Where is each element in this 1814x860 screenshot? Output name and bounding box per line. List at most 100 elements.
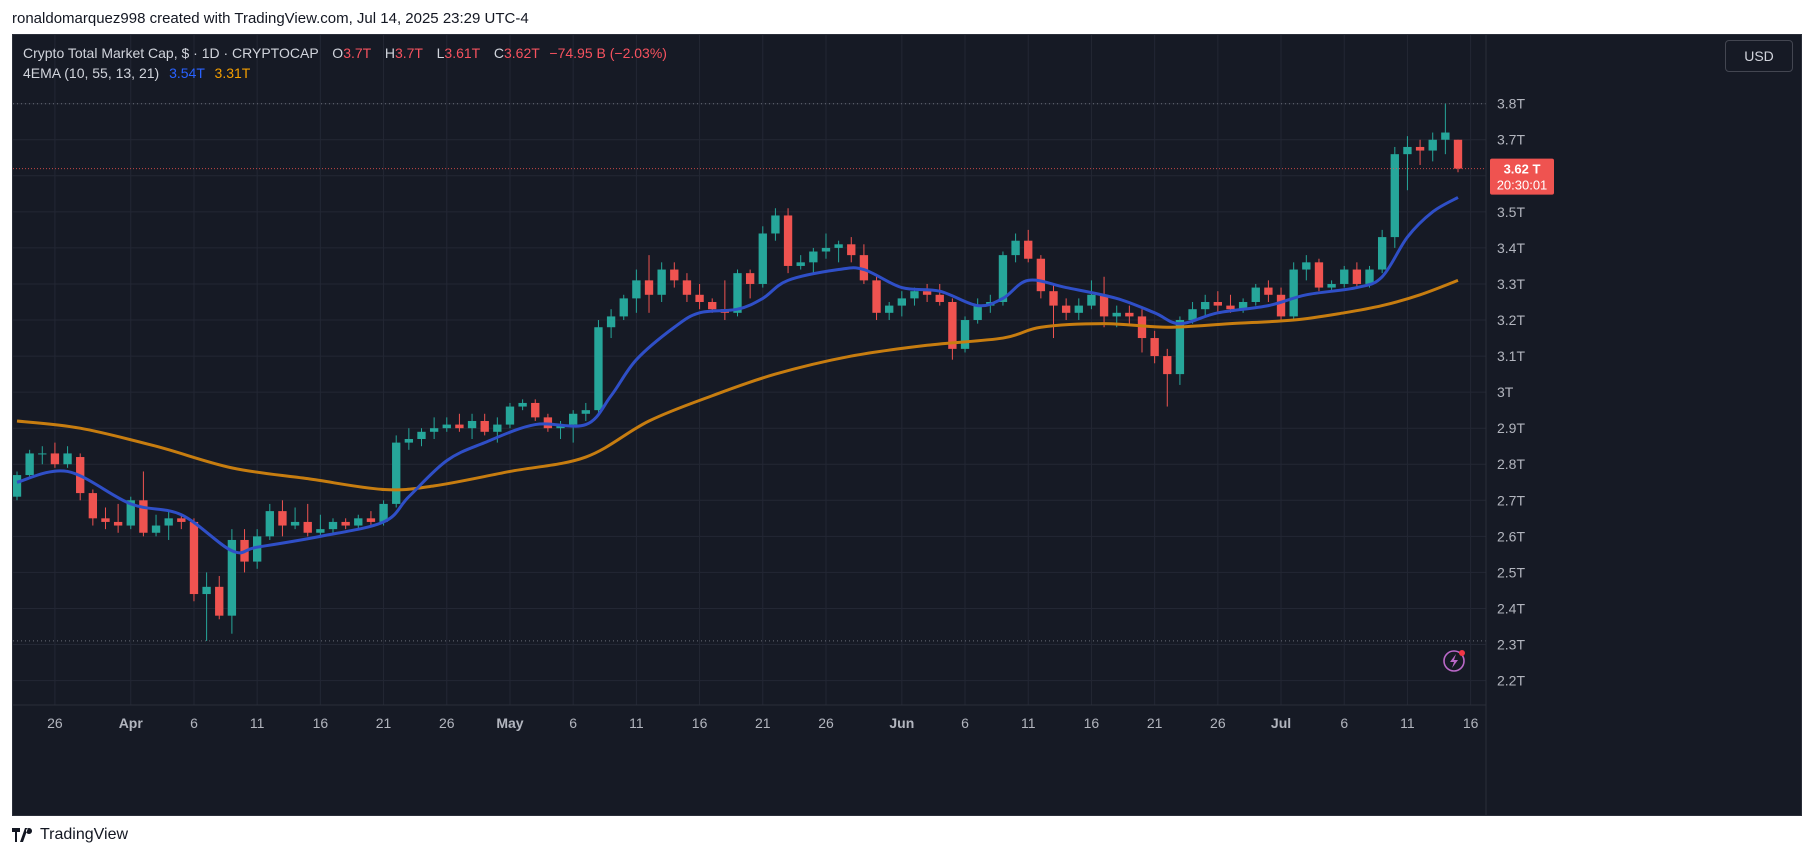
candle bbox=[177, 514, 186, 530]
x-tick-label: Apr bbox=[119, 715, 144, 731]
candle bbox=[278, 500, 287, 537]
candle-body bbox=[948, 301, 957, 349]
candle-body bbox=[657, 269, 666, 295]
currency-button[interactable]: USD bbox=[1725, 40, 1793, 72]
candle-body bbox=[252, 536, 262, 562]
high-label: H bbox=[384, 45, 395, 61]
candle-body bbox=[619, 298, 628, 317]
candle-body bbox=[341, 521, 350, 526]
candle-body bbox=[1352, 269, 1362, 284]
y-tick-label: 3.8T bbox=[1497, 96, 1525, 112]
candle-body bbox=[38, 453, 47, 455]
candle-body bbox=[632, 280, 641, 299]
ema-slow-value: 3.31T bbox=[214, 65, 251, 81]
candle bbox=[50, 442, 60, 468]
candle bbox=[63, 446, 72, 468]
candle bbox=[1150, 330, 1159, 364]
candle-body bbox=[151, 525, 161, 533]
countdown-timer: 20:30:01 bbox=[1497, 178, 1548, 193]
candle bbox=[935, 283, 944, 306]
candle-body bbox=[1264, 287, 1273, 295]
candle bbox=[354, 514, 363, 530]
close-value: 3.62T bbox=[503, 45, 540, 61]
x-tick-label: 16 bbox=[1463, 715, 1479, 731]
candle-body bbox=[126, 500, 135, 526]
candle-body bbox=[1453, 139, 1463, 169]
candle-body bbox=[1074, 305, 1083, 313]
tradingview-logo[interactable]: TradingView bbox=[12, 826, 128, 844]
candle bbox=[1314, 258, 1324, 292]
low-label: L bbox=[436, 45, 445, 61]
x-tick-label: 6 bbox=[569, 715, 577, 731]
y-tick-label: 2.8T bbox=[1497, 456, 1525, 472]
candle bbox=[1213, 291, 1223, 313]
last-price-tag: 3.62 T20:30:01 bbox=[1490, 158, 1554, 195]
candle-body bbox=[1213, 301, 1223, 306]
open-label: O bbox=[332, 45, 344, 61]
chart-panel[interactable]: 3.8T3.7T3.6T3.5T3.4T3.3T3.2T3.1T3T2.9T2.… bbox=[12, 34, 1802, 816]
candle-body bbox=[1390, 154, 1399, 238]
change-value: −74.95 B (−2.03%) bbox=[549, 45, 667, 61]
candle-body bbox=[1403, 146, 1412, 155]
candle bbox=[1163, 348, 1172, 407]
candle-body bbox=[1099, 294, 1109, 317]
y-tick-label: 2.2T bbox=[1497, 673, 1525, 689]
candle bbox=[897, 291, 906, 317]
candle-body bbox=[1188, 309, 1197, 321]
candle bbox=[101, 507, 110, 530]
lightning-icon bbox=[1443, 650, 1465, 672]
x-tick-label: 11 bbox=[629, 715, 644, 731]
y-tick-label: 2.9T bbox=[1497, 420, 1525, 436]
candle bbox=[1011, 233, 1020, 263]
indicator-title[interactable]: 4EMA (10, 55, 13, 21) bbox=[23, 65, 160, 81]
candle-body bbox=[1415, 146, 1425, 151]
candle-body bbox=[429, 428, 439, 432]
candle bbox=[1327, 280, 1336, 292]
candle-body bbox=[783, 215, 793, 266]
x-tick-label: 26 bbox=[439, 715, 455, 731]
candle bbox=[1099, 276, 1109, 328]
candle bbox=[809, 247, 818, 274]
candle bbox=[429, 417, 439, 440]
candle bbox=[341, 518, 350, 530]
candle bbox=[38, 446, 47, 465]
candle bbox=[290, 507, 300, 530]
candle bbox=[1137, 309, 1147, 353]
candle-body bbox=[644, 280, 654, 295]
candle bbox=[303, 503, 312, 537]
candle-body bbox=[467, 420, 477, 429]
candle-body bbox=[1226, 305, 1235, 310]
candle-body bbox=[392, 442, 401, 504]
candle-body bbox=[316, 529, 325, 533]
candle bbox=[531, 399, 540, 421]
candle bbox=[821, 233, 831, 259]
ema-fast-line bbox=[16, 196, 1459, 555]
candle-body bbox=[872, 280, 881, 313]
candle bbox=[252, 529, 262, 569]
candle-body bbox=[215, 586, 224, 616]
x-tick-label: 11 bbox=[1400, 715, 1415, 731]
candle-body bbox=[493, 424, 502, 432]
y-tick-label: 3.2T bbox=[1497, 312, 1525, 328]
candle-body bbox=[834, 244, 843, 248]
candle bbox=[657, 262, 666, 302]
candle bbox=[1061, 298, 1071, 321]
tradingview-brand: TradingView bbox=[40, 826, 129, 843]
candle bbox=[392, 435, 401, 508]
candle-body bbox=[1024, 240, 1033, 259]
candle-body bbox=[594, 327, 603, 411]
y-tick-label: 2.4T bbox=[1497, 600, 1525, 616]
candle bbox=[1403, 136, 1412, 191]
candle-body bbox=[1163, 356, 1172, 375]
candle-body bbox=[505, 406, 515, 425]
price-chart-svg[interactable]: 3.8T3.7T3.6T3.5T3.4T3.3T3.2T3.1T3T2.9T2.… bbox=[13, 35, 1802, 816]
candle bbox=[682, 273, 692, 302]
symbol-title[interactable]: Crypto Total Market Cap, $ · 1D · CRYPTO… bbox=[23, 45, 319, 61]
candle bbox=[1289, 262, 1298, 321]
candle bbox=[644, 255, 654, 313]
y-tick-label: 3.3T bbox=[1497, 276, 1525, 292]
ema-slow-line bbox=[16, 278, 1459, 492]
candle-body bbox=[139, 500, 148, 533]
candle bbox=[189, 518, 199, 602]
candle-body bbox=[13, 475, 22, 497]
